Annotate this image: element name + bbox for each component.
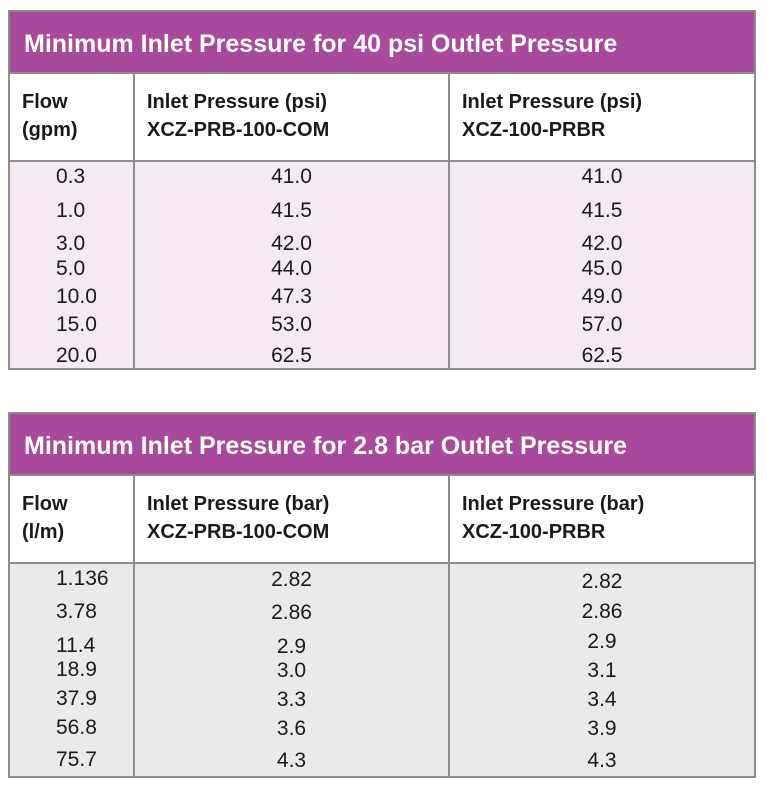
table-cell: 62.5 — [581, 344, 623, 367]
table-cell: 42.0 — [271, 232, 312, 255]
header-100-prbr: Inlet Pressure (psi) XCZ-100-PRBR — [448, 74, 754, 160]
table-cell: 42.0 — [581, 232, 623, 255]
table-cell: 10.0 — [56, 285, 97, 308]
table-cell: 2.86 — [271, 601, 312, 624]
table-cell: 41.5 — [581, 199, 623, 222]
table-gpm-psi: Minimum Inlet Pressure for 40 psi Outlet… — [8, 10, 756, 370]
table-cell: 45.0 — [581, 257, 623, 280]
table-cell: 18.9 — [56, 658, 97, 681]
table-cell: 3.9 — [587, 717, 617, 740]
table-cell: 2.9 — [276, 635, 307, 658]
flow-column: 0.3 1.0 3.0 5.0 10.0 15.0 20.0 — [10, 162, 133, 368]
table-cell: 41.0 — [271, 165, 312, 188]
table-title: Minimum Inlet Pressure for 2.8 bar Outle… — [10, 414, 754, 476]
table-cell: 53.0 — [271, 313, 312, 336]
table-cell: 57.0 — [581, 313, 623, 336]
table-cell: 3.1 — [587, 659, 617, 682]
table-cell: 49.0 — [581, 285, 623, 308]
table-cell: 11.4 — [56, 634, 96, 657]
table-cell: 75.7 — [56, 748, 97, 771]
table-cell: 3.0 — [276, 659, 307, 682]
table-cell: 37.9 — [56, 687, 97, 710]
table-cell: 2.82 — [581, 570, 623, 593]
100-prbr-column: 41.0 41.5 42.0 45.0 49.0 57.0 62.5 — [448, 162, 754, 368]
table-cell: 3.3 — [276, 688, 307, 711]
table-cell: 3.6 — [276, 717, 307, 740]
table-cell: 44.0 — [271, 257, 312, 280]
header-flow: Flow (l/m) — [10, 476, 133, 562]
table-cell: 56.8 — [56, 716, 97, 739]
header-unit: (gpm) — [22, 119, 78, 141]
header-prb-100-com: Inlet Pressure (bar) XCZ-PRB-100-COM — [133, 476, 448, 562]
header-model: XCZ-PRB-100-COM — [147, 521, 330, 543]
table-header-row: Flow (gpm) Inlet Pressure (psi) XCZ-PRB-… — [10, 74, 754, 162]
table-header-row: Flow (l/m) Inlet Pressure (bar) XCZ-PRB-… — [10, 476, 754, 564]
header-line: Inlet Pressure (bar) — [147, 493, 330, 515]
table-cell: 41.0 — [581, 165, 623, 188]
table-cell: 2.9 — [587, 630, 617, 653]
table-cell: 1.0 — [56, 199, 86, 222]
header-line: Inlet Pressure (bar) — [462, 493, 645, 515]
table-cell: 1.136 — [56, 567, 109, 590]
header-model: XCZ-100-PRBR — [462, 119, 606, 141]
100-prbr-column: 2.82 2.86 2.9 3.1 3.4 3.9 4.3 — [448, 564, 754, 776]
table-cell: 62.5 — [271, 344, 312, 367]
prb-100-com-column: 2.82 2.86 2.9 3.0 3.3 3.6 4.3 — [133, 564, 448, 776]
table-cell: 20.0 — [56, 344, 97, 367]
table-body: 1.136 3.78 11.4 18.9 37.9 56.8 75.7 2.82… — [10, 564, 754, 776]
table-cell: 5.0 — [56, 257, 86, 280]
table-cell: 4.3 — [276, 749, 307, 772]
header-model: XCZ-100-PRBR — [462, 521, 606, 543]
header-line: Flow — [22, 91, 68, 113]
table-cell: 2.86 — [581, 600, 623, 623]
table-cell: 47.3 — [271, 285, 312, 308]
table-cell: 3.0 — [56, 232, 86, 255]
header-prb-100-com: Inlet Pressure (psi) XCZ-PRB-100-COM — [133, 74, 448, 160]
table-cell: 41.5 — [271, 199, 312, 222]
table-cell: 15.0 — [56, 313, 97, 336]
header-flow: Flow (gpm) — [10, 74, 133, 160]
table-cell: 3.4 — [587, 688, 617, 711]
table-cell: 2.82 — [271, 568, 312, 591]
table-cell: 4.3 — [587, 749, 617, 772]
prb-100-com-column: 41.0 41.5 42.0 44.0 47.3 53.0 62.5 — [133, 162, 448, 368]
table-lpm-bar: Minimum Inlet Pressure for 2.8 bar Outle… — [8, 412, 756, 778]
table-cell: 0.3 — [56, 165, 86, 188]
header-line: Inlet Pressure (psi) — [462, 91, 643, 113]
header-model: XCZ-PRB-100-COM — [147, 119, 330, 141]
header-100-prbr: Inlet Pressure (bar) XCZ-100-PRBR — [448, 476, 754, 562]
table-title: Minimum Inlet Pressure for 40 psi Outlet… — [10, 12, 754, 74]
header-line: Flow — [22, 493, 68, 515]
flow-column: 1.136 3.78 11.4 18.9 37.9 56.8 75.7 — [10, 564, 133, 776]
table-cell: 3.78 — [56, 600, 97, 623]
header-line: Inlet Pressure (psi) — [147, 91, 328, 113]
table-body: 0.3 1.0 3.0 5.0 10.0 15.0 20.0 41.0 41.5… — [10, 162, 754, 368]
header-unit: (l/m) — [22, 521, 65, 543]
